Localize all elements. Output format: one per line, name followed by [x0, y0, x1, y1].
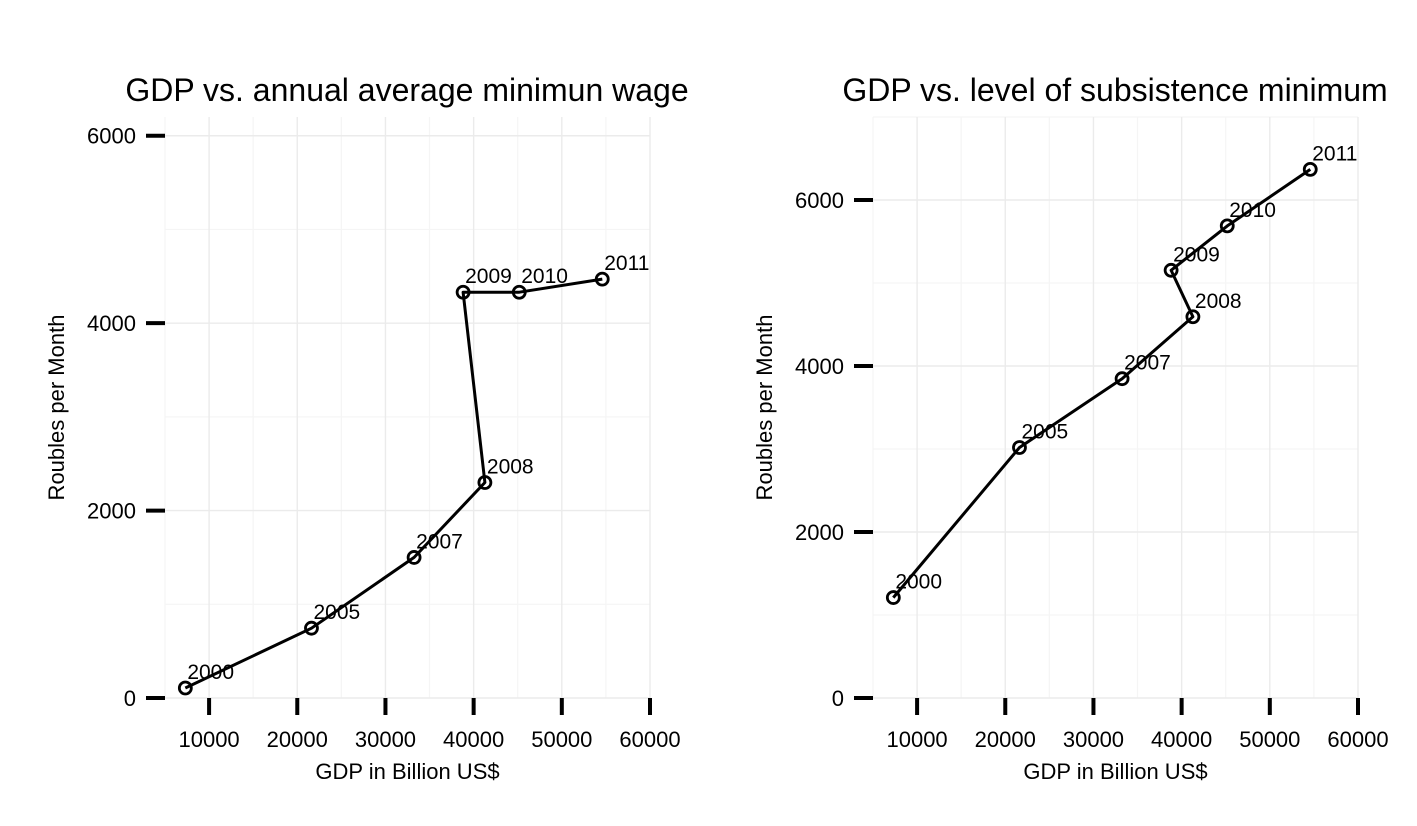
y-axis-label: Roubles per Month [44, 315, 69, 501]
data-point [304, 620, 319, 636]
data-point [455, 284, 471, 300]
y-axis-label: Roubles per Month [752, 315, 777, 501]
data-point [885, 590, 901, 605]
grid [872, 116, 1359, 699]
y-tick-label: 2000 [87, 499, 136, 524]
data-point-label: 2010 [521, 265, 568, 288]
x-tick-label: 50000 [531, 727, 592, 752]
y-tick-label: 0 [124, 686, 136, 711]
data-point-label: 2007 [1124, 352, 1171, 375]
data-point-label: 2000 [895, 571, 942, 594]
data-point [1302, 161, 1318, 177]
data-point [177, 680, 193, 696]
data-point [511, 284, 527, 300]
chart-title: GDP vs. level of subsistence minimum [842, 72, 1387, 108]
x-tick-label: 30000 [355, 727, 416, 752]
y-tick-label: 6000 [795, 188, 844, 213]
x-tick-label: 50000 [1239, 727, 1300, 752]
y-axis: 0 2000 4000 6000 [795, 188, 873, 711]
data-point [477, 475, 493, 490]
x-axis: 10000 20000 30000 40000 50000 60000 [886, 698, 1389, 752]
data-point-label: 2005 [313, 601, 360, 624]
y-tick-label: 4000 [795, 354, 844, 379]
data-point [1219, 218, 1235, 234]
x-tick-label: 30000 [1063, 727, 1124, 752]
chart-minimum-wage: 10000 20000 30000 40000 50000 60000 0 2000 4000 6… [44, 72, 689, 784]
x-axis: 10000 20000 30000 40000 50000 60000 [178, 698, 681, 752]
data-point [406, 550, 422, 565]
grid [164, 117, 651, 699]
series: 2000 2005 2007 2008 2009 2010 2011 [177, 252, 649, 696]
data-point-label: 2011 [604, 252, 649, 275]
data-point-label: 2007 [416, 530, 463, 553]
data-point [1012, 440, 1027, 455]
x-tick-label: 60000 [619, 727, 680, 752]
y-tick-label: 2000 [795, 520, 844, 545]
chart-subsistence-minimum: 10000 20000 30000 40000 50000 60000 0 2000 4000 6… [752, 72, 1389, 784]
series-line [184, 277, 603, 690]
x-tick-label: 10000 [178, 727, 239, 752]
x-tick-label: 20000 [267, 727, 328, 752]
data-point-label: 2011 [1312, 142, 1357, 165]
x-axis-label: GDP in Billion US$ [315, 759, 499, 784]
y-tick-label: 0 [832, 686, 844, 711]
data-point-label: 2000 [187, 661, 234, 684]
data-point [1185, 309, 1201, 325]
y-tick-label: 6000 [87, 124, 136, 149]
series-line [892, 168, 1312, 599]
data-point-label: 2008 [487, 455, 534, 478]
data-point [1114, 371, 1130, 387]
x-axis-label: GDP in Billion US$ [1023, 759, 1207, 784]
data-point-label: 2010 [1229, 199, 1276, 222]
data-point [594, 271, 610, 287]
y-axis: 0 2000 4000 6000 [87, 124, 165, 711]
data-point-label: 2008 [1195, 290, 1242, 313]
y-tick-label: 4000 [87, 311, 136, 336]
x-tick-label: 40000 [443, 727, 504, 752]
data-point-label: 2009 [465, 265, 512, 288]
data-point-label: 2009 [1173, 243, 1220, 266]
data-point-label: 2005 [1021, 421, 1068, 444]
chart-title: GDP vs. annual average minimun wage [125, 72, 688, 108]
x-tick-label: 20000 [975, 727, 1036, 752]
data-point [1163, 262, 1179, 278]
x-tick-label: 10000 [886, 727, 947, 752]
x-tick-label: 40000 [1151, 727, 1212, 752]
series: 2000 2005 2007 2008 2009 2010 2011 [885, 142, 1357, 605]
x-tick-label: 60000 [1327, 727, 1388, 752]
